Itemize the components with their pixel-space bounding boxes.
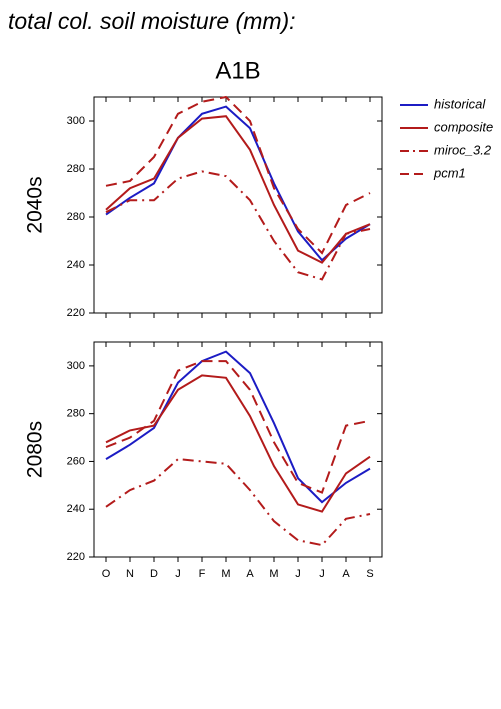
legend-label: historical bbox=[434, 96, 486, 111]
x-tick-label: M bbox=[269, 568, 278, 580]
x-tick-label: M bbox=[221, 568, 230, 580]
y-tick-label: 240 bbox=[67, 503, 85, 515]
x-tick-label: D bbox=[150, 568, 158, 580]
series-line bbox=[105, 170, 371, 281]
x-tick-label: S bbox=[366, 568, 373, 580]
series-line bbox=[105, 458, 371, 547]
series-line bbox=[105, 374, 371, 513]
x-tick-label: J bbox=[319, 568, 325, 580]
y-tick-label: 220 bbox=[67, 307, 85, 319]
y-tick-label: 300 bbox=[67, 360, 85, 372]
x-tick-label: F bbox=[199, 568, 206, 580]
x-tick-label: A bbox=[342, 568, 350, 580]
series-line bbox=[105, 95, 371, 255]
y-tick-label: 260 bbox=[67, 455, 85, 467]
page-title: total col. soil moisture (mm): bbox=[8, 8, 296, 34]
x-tick-label: N bbox=[126, 568, 134, 580]
y-tick-label: 280 bbox=[67, 163, 85, 175]
scenario-title: A1B bbox=[215, 57, 260, 84]
y-tick-label: 300 bbox=[67, 115, 85, 127]
series-line bbox=[105, 360, 371, 494]
plot-frame bbox=[93, 341, 383, 558]
y-tick-label: 280 bbox=[67, 408, 85, 420]
y-axis-label: 2040s bbox=[24, 176, 47, 233]
y-tick-label: 280 bbox=[67, 211, 85, 223]
y-tick-label: 240 bbox=[67, 259, 85, 271]
y-axis-label: 2080s bbox=[24, 421, 47, 478]
x-tick-label: A bbox=[246, 568, 254, 580]
x-tick-label: O bbox=[102, 568, 111, 580]
x-tick-label: J bbox=[175, 568, 181, 580]
y-tick-label: 220 bbox=[67, 551, 85, 563]
plot-frame bbox=[93, 96, 383, 314]
x-tick-label: J bbox=[295, 568, 301, 580]
series-line bbox=[105, 350, 371, 504]
legend-label: composite bbox=[434, 119, 493, 134]
legend-label: pcm1 bbox=[433, 165, 466, 180]
series-line bbox=[105, 115, 371, 264]
legend-label: miroc_3.2 bbox=[434, 142, 492, 157]
